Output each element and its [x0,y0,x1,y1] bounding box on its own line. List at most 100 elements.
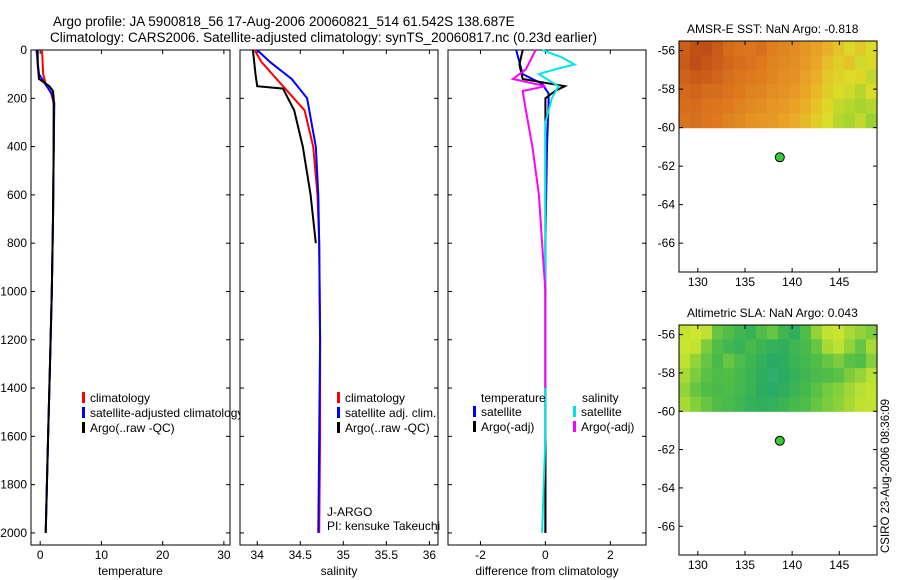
heatmap-cell [778,84,790,100]
annotation-program: J-ARGO [327,505,372,519]
heatmap-cell [690,368,702,384]
heatmap-cell [767,84,779,100]
legend-label: climatology [345,391,405,405]
x-tick-label: 130 [688,558,708,572]
heatmap-cell [723,41,735,57]
heatmap-cell [679,69,691,85]
heatmap-cell [756,382,768,398]
y-tick-label: -58 [658,82,676,96]
difference-x-axis-label: difference from climatology [475,564,618,578]
heatmap-cell [844,113,856,129]
heatmap-cell [855,325,867,340]
heatmap-cell [690,396,702,412]
heatmap-cell [723,396,735,412]
y-tick-label: -60 [658,121,676,135]
heatmap-cell [701,69,713,85]
legend-title-salinity: salinity [582,391,619,405]
difference-profile-chart: -2 0 2 difference from climatology temperatu… [447,49,647,578]
heatmap-cell [789,339,801,355]
heatmap-cell [822,353,834,369]
heatmap-cell [844,55,856,71]
heatmap-cell [822,339,834,355]
heatmap-cell [833,98,845,114]
heatmap-cell [734,396,746,412]
heatmap-cell [844,325,856,340]
heatmap-cell [701,41,713,57]
heatmap-cell [822,84,834,100]
heatmap-cell [690,113,702,129]
x-tick-label: 0 [37,548,44,562]
heatmap-cell [855,368,867,384]
heatmap-cell [679,113,691,129]
heatmap-cell [701,353,713,369]
heatmap-cell [723,382,735,398]
heatmap-cell [789,69,801,85]
altimetric_sla_map-title: Altimetric SLA: NaN Argo: 0.043 [687,306,858,320]
heatmap-cell [767,325,779,340]
heatmap-cell [745,396,757,412]
heatmap-cell [756,41,768,57]
heatmap-cell [866,113,878,129]
x-tick-label: 20 [156,548,170,562]
heatmap-cell [701,113,713,129]
heatmap-cell [800,84,812,100]
heatmap-cell [778,113,790,129]
legend-swatch [82,392,85,403]
salinity-x-axis-label: salinity [321,564,358,578]
heatmap-cell [778,55,790,71]
y-tick-label: 200 [7,91,27,105]
heatmap-cell [844,382,856,398]
heatmap-cell [679,325,691,340]
heatmap-cell [800,382,812,398]
heatmap-cell [712,325,724,340]
heatmap-cell [800,396,812,412]
heatmap-cell [811,41,823,57]
heatmap-cell [690,353,702,369]
heatmap-cell [734,84,746,100]
heatmap-cell [811,325,823,340]
heatmap-cell [789,55,801,71]
heatmap-cell [690,55,702,71]
x-tick-label: 130 [688,275,708,289]
heatmap-cell [712,382,724,398]
heatmap-cell [789,368,801,384]
heatmap-cell [712,113,724,129]
legend-label: Argo(..raw -QC) [90,421,175,435]
heatmap-cell [723,84,735,100]
heatmap-cell [767,368,779,384]
heatmap-cell [723,368,735,384]
x-tick-label: 36 [423,548,437,562]
heatmap-cell [723,69,735,85]
heatmap-cell [866,396,878,412]
heatmap-cell [800,55,812,71]
heatmap-cell [712,69,724,85]
heatmap-cell [745,353,757,369]
legend-label: Argo(-adj) [581,420,634,434]
heatmap-cell [822,396,834,412]
heatmap-cell [844,353,856,369]
heatmap-cell [822,69,834,85]
heatmap-cell [723,55,735,71]
temperature-profile-chart: 0 200 400 600 800 1000 1200 1400 1600 1800 2000 0 10… [0,43,243,578]
heatmap-cell [866,41,878,57]
heatmap-cell [767,396,779,412]
heatmap-cell [679,382,691,398]
x-tick-label: 30 [217,548,231,562]
heatmap-cell [789,382,801,398]
heatmap-cell [723,113,735,129]
heatmap-cell [866,98,878,114]
heatmap-cell [690,69,702,85]
heatmap-cell [811,113,823,129]
heatmap-cell [855,339,867,355]
x-tick-label: 35 [337,548,351,562]
y-tick-label: 1400 [0,381,27,395]
heatmap-cell [833,113,845,129]
heatmap-cell [690,41,702,57]
heatmap-cell [800,339,812,355]
x-tick-label: 145 [829,558,849,572]
heatmap-cell [756,55,768,71]
heatmap-cell [778,353,790,369]
heatmap-cell [745,382,757,398]
heatmap-cell [778,339,790,355]
